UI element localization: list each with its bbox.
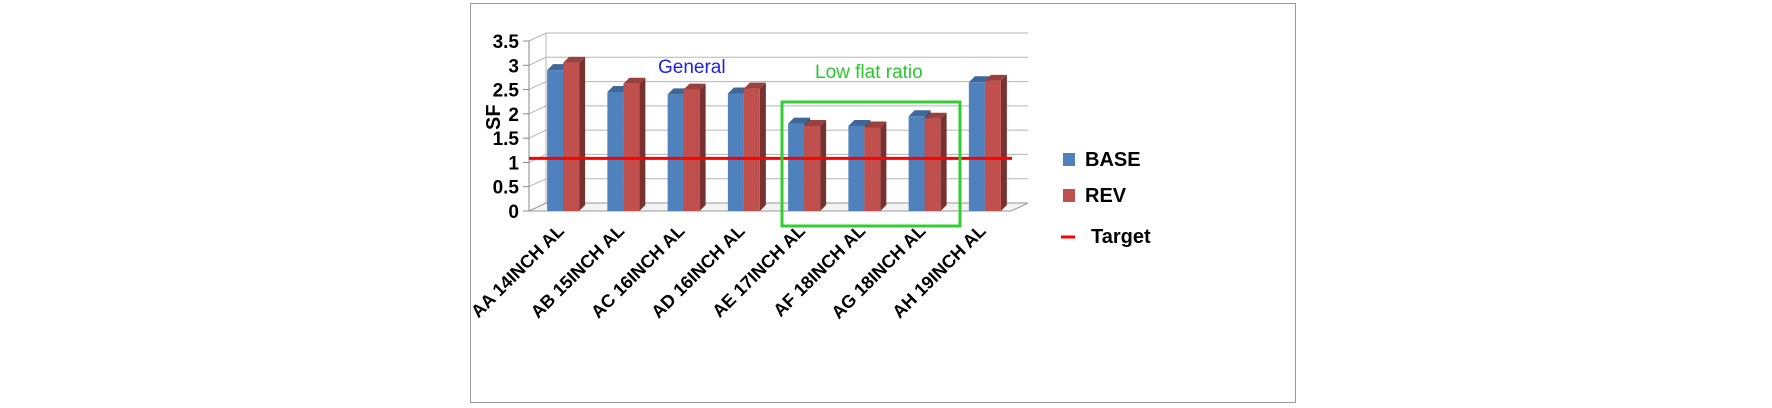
- bar-top: [788, 117, 811, 124]
- y-tick-labels: 0 0.5 1 1.5 2 2.5 3 3.5: [493, 32, 520, 223]
- bar-side: [759, 82, 766, 211]
- bar-side: [1000, 74, 1007, 211]
- bar: [743, 82, 766, 211]
- y-tick-label: 2: [508, 105, 519, 126]
- chart-floor: [528, 202, 1029, 212]
- bar-front: [607, 92, 624, 211]
- legend-swatch-base: [1063, 153, 1075, 166]
- bar-front: [667, 94, 684, 211]
- legend-swatch-rev: [1063, 189, 1075, 202]
- gridline: [528, 129, 1028, 139]
- bar-front: [924, 118, 941, 211]
- bar-front: [864, 127, 881, 211]
- y-tick-label: 0: [508, 202, 519, 223]
- y-tick-label: 1: [508, 153, 519, 174]
- bar-front: [804, 126, 821, 211]
- bar-top: [924, 112, 947, 119]
- legend-label-target: Target: [1091, 226, 1151, 248]
- annotations: General Low flat ratio: [658, 57, 962, 228]
- bar-front: [683, 89, 700, 211]
- bar: [984, 74, 1007, 211]
- y-tick-label: 3: [508, 56, 519, 77]
- y-tick-label: 0.5: [493, 178, 520, 199]
- bar-front: [848, 126, 865, 211]
- bar-side: [639, 77, 646, 211]
- bar: [864, 121, 887, 211]
- legend: BASE REV Target: [1061, 149, 1151, 248]
- bar-side: [699, 83, 706, 211]
- bar-top: [623, 77, 646, 84]
- bar-top: [864, 121, 887, 128]
- y-tick-label: 1.5: [493, 129, 520, 150]
- bar-front: [547, 70, 564, 212]
- annotation-general: General: [658, 57, 726, 78]
- y-tick-label: 3.5: [493, 32, 520, 53]
- bar: [804, 120, 827, 211]
- bar-front: [968, 82, 985, 212]
- legend-label-base: BASE: [1085, 149, 1141, 171]
- bar-front: [743, 88, 760, 211]
- bar-top: [743, 82, 766, 89]
- bar-side: [579, 56, 586, 211]
- y-tick-label: 2.5: [493, 81, 520, 102]
- gridline: [528, 56, 1028, 66]
- gridline: [528, 105, 1028, 115]
- y-axis-label: SF: [483, 104, 505, 130]
- annotation-low-flat-ratio: Low flat ratio: [815, 62, 923, 83]
- gridlines: [523, 32, 1029, 212]
- bar-side: [880, 121, 887, 211]
- bar-top: [563, 56, 586, 63]
- bar-chart: 0 0.5 1 1.5 2 2.5 3 3.5 SF General Low flat rati…: [471, 32, 1151, 323]
- bar-top: [804, 120, 827, 126]
- bar-front: [623, 83, 640, 211]
- bar: [924, 112, 947, 211]
- bar-front: [984, 80, 1001, 211]
- bar-top: [683, 83, 706, 90]
- gridline: [528, 32, 1028, 42]
- bar-side: [940, 112, 947, 211]
- bar-front: [788, 123, 805, 211]
- bars: [547, 56, 1007, 212]
- low-flat-ratio-box: [780, 100, 962, 228]
- bar: [623, 77, 646, 211]
- bar: [683, 83, 706, 211]
- bar-side: [820, 120, 827, 211]
- chart-frame: 0 0.5 1 1.5 2 2.5 3 3.5 SF General Low flat rati…: [470, 3, 1296, 403]
- bar-top: [908, 110, 931, 117]
- gridline: [528, 178, 1028, 188]
- bar-top: [848, 120, 871, 126]
- bar-top: [984, 74, 1007, 81]
- legend-label-rev: REV: [1085, 185, 1127, 207]
- bar-front: [563, 62, 580, 211]
- gridline: [528, 81, 1028, 91]
- bar-front: [908, 116, 925, 211]
- bar: [563, 56, 586, 211]
- bar-front: [727, 93, 744, 211]
